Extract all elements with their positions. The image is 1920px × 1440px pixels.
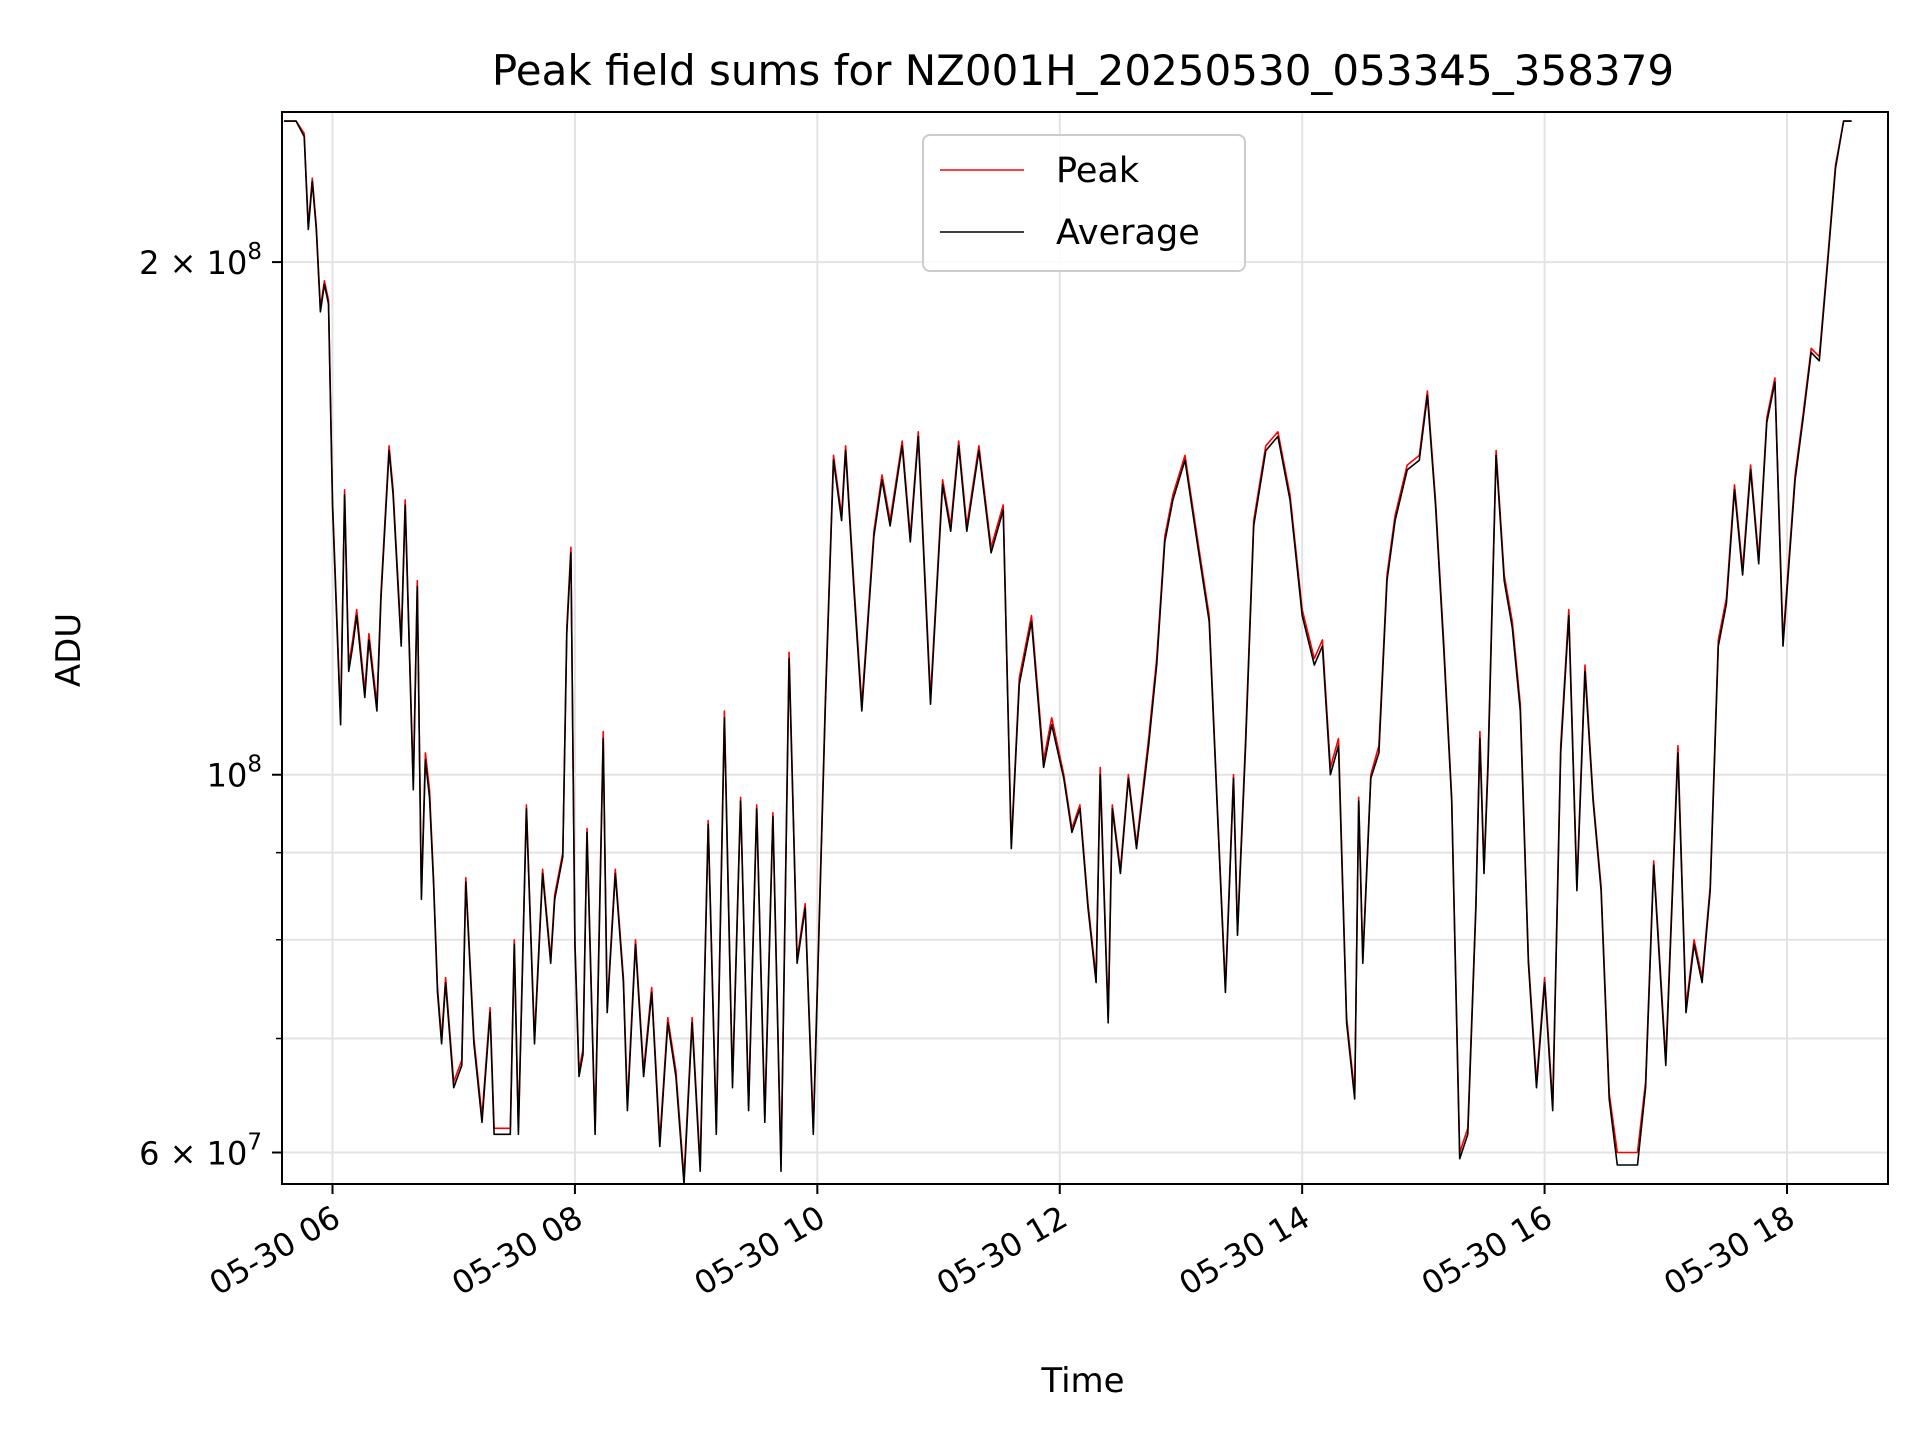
- y-axis-label: ADU: [49, 613, 89, 687]
- legend-label-average: Average: [1056, 213, 1200, 253]
- y-axis-ticks: 6 × 107 108 2 × 108: [139, 239, 282, 1173]
- series-lines: [284, 120, 1852, 1185]
- y-tick-label: 2 × 108: [139, 239, 262, 282]
- plot-frame: [281, 111, 1889, 1185]
- chart-title: Peak field sums for NZ001H_20250530_0533…: [492, 46, 1674, 95]
- y-tick-label: 6 × 107: [139, 1130, 262, 1173]
- y-tick-label: 108: [207, 752, 262, 795]
- x-axis-label: Time: [1040, 1361, 1124, 1401]
- legend: Peak Average: [922, 134, 1246, 272]
- legend-box: [922, 134, 1246, 272]
- legend-label-peak: Peak: [1056, 151, 1140, 191]
- series-line-average: [284, 120, 1852, 1185]
